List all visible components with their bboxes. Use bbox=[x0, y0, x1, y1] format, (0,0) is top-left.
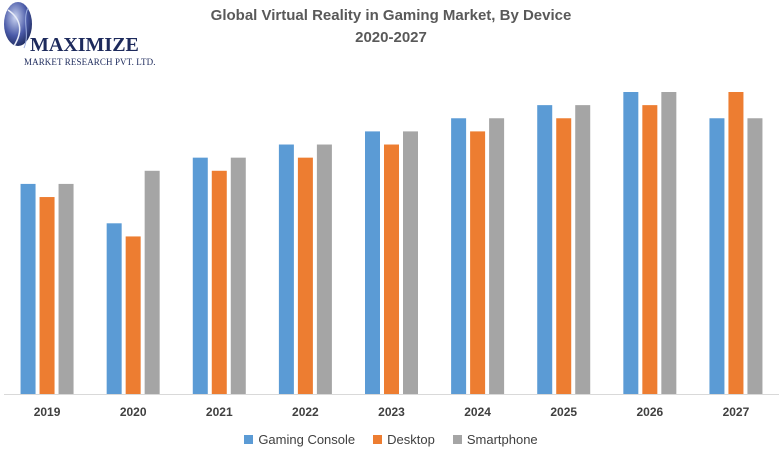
legend-item-desktop: Desktop bbox=[373, 432, 435, 447]
x-tick-label: 2020 bbox=[120, 405, 147, 419]
chart-title: Global Virtual Reality in Gaming Market,… bbox=[210, 7, 572, 24]
legend-label: Gaming Console bbox=[258, 432, 356, 447]
legend-item-gaming-console: Gaming Console bbox=[244, 432, 355, 447]
bar-smartphone-2019 bbox=[58, 183, 74, 394]
bar-desktop-2026 bbox=[642, 105, 658, 394]
x-tick-label: 2027 bbox=[723, 405, 750, 419]
bar-desktop-2025 bbox=[556, 118, 572, 395]
bar-desktop-2019 bbox=[39, 197, 55, 394]
legend-item-smartphone: Smartphone bbox=[452, 432, 538, 447]
bar-gaming-console-2027 bbox=[709, 118, 725, 395]
bar-desktop-2024 bbox=[470, 131, 486, 395]
chart-title-block: Global Virtual Reality in Gaming Market,… bbox=[0, 5, 782, 49]
bar-smartphone-2024 bbox=[489, 118, 505, 395]
chart-subtitle: 2020-2027 bbox=[355, 29, 427, 46]
x-tick-label: 2026 bbox=[636, 405, 663, 419]
logo-name: MAXIMIZE bbox=[30, 34, 139, 56]
bar-gaming-console-2019 bbox=[20, 183, 36, 394]
chart-legend: Gaming Console Desktop Smartphone bbox=[0, 432, 782, 447]
bar-smartphone-2021 bbox=[230, 157, 246, 394]
logo-tagline: MARKET RESEARCH PVT. LTD. bbox=[24, 57, 156, 67]
x-tick-label: 2023 bbox=[378, 405, 405, 419]
bar-smartphone-2025 bbox=[575, 105, 591, 394]
bar-gaming-console-2023 bbox=[365, 131, 380, 395]
bar-smartphone-2022 bbox=[316, 144, 332, 394]
bar-gaming-console-2025 bbox=[537, 105, 553, 394]
x-tick-label: 2019 bbox=[34, 405, 61, 419]
x-tick-label: 2021 bbox=[206, 405, 233, 419]
bar-desktop-2023 bbox=[384, 144, 399, 394]
bar-gaming-console-2020 bbox=[106, 223, 122, 394]
legend-swatch bbox=[373, 435, 383, 444]
bar-chart: 2019 2020 2021 2022 2023 2024 2025 2026 2027 bbox=[4, 92, 779, 419]
bar-desktop-2022 bbox=[297, 157, 313, 394]
x-tick-label: 2025 bbox=[550, 405, 577, 419]
bar-smartphone-2027 bbox=[747, 118, 763, 395]
bar-smartphone-2023 bbox=[403, 131, 418, 395]
legend-swatch bbox=[244, 435, 254, 444]
bar-gaming-console-2022 bbox=[278, 144, 294, 394]
bar-smartphone-2026 bbox=[661, 92, 677, 394]
legend-label: Smartphone bbox=[466, 432, 538, 447]
bar-desktop-2021 bbox=[211, 170, 227, 394]
bar-desktop-2020 bbox=[125, 236, 141, 394]
bar-gaming-console-2021 bbox=[192, 157, 208, 394]
logo: MAXIMIZE MARKET RESEARCH PVT. LTD. bbox=[0, 0, 160, 72]
bar-desktop-2027 bbox=[728, 92, 744, 394]
bar-gaming-console-2026 bbox=[623, 92, 639, 394]
legend-swatch bbox=[452, 435, 462, 444]
bar-smartphone-2020 bbox=[144, 170, 160, 394]
bar-gaming-console-2024 bbox=[451, 118, 467, 395]
x-tick-label: 2024 bbox=[464, 405, 491, 419]
x-tick-label: 2022 bbox=[292, 405, 319, 419]
globe-icon bbox=[4, 2, 32, 49]
legend-label: Desktop bbox=[387, 432, 435, 447]
